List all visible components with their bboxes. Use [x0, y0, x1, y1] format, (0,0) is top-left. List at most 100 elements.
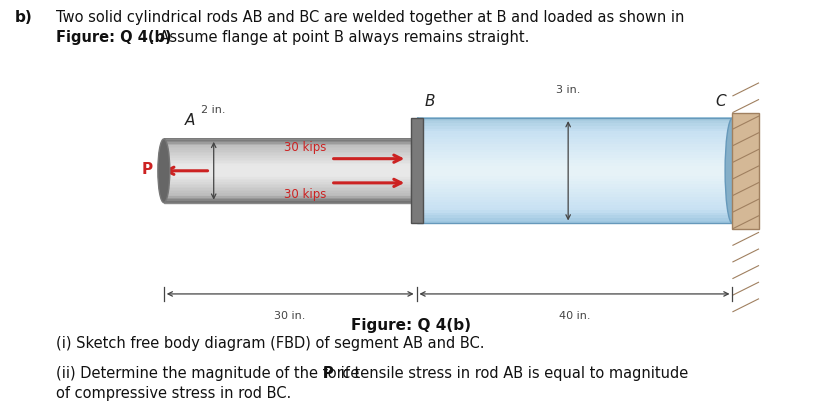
Ellipse shape	[412, 118, 423, 223]
Text: b): b)	[15, 10, 33, 25]
Bar	[416, 180, 732, 184]
Text: 30 kips: 30 kips	[284, 188, 327, 201]
Text: of compressive stress in rod BC.: of compressive stress in rod BC.	[56, 386, 291, 401]
Bar	[164, 149, 410, 152]
Ellipse shape	[158, 139, 170, 203]
Bar	[164, 151, 410, 153]
Text: (ii) Determine the magnitude of the force: (ii) Determine the magnitude of the forc…	[56, 366, 364, 381]
Bar	[164, 189, 410, 191]
Bar	[416, 178, 732, 181]
Bar	[416, 183, 732, 186]
Bar	[416, 160, 732, 163]
Text: 30 in.: 30 in.	[274, 311, 306, 321]
Bar	[416, 165, 732, 168]
Bar	[164, 143, 410, 145]
Bar	[416, 146, 732, 150]
Bar	[416, 204, 732, 208]
Bar	[416, 131, 732, 134]
Bar	[416, 196, 732, 200]
Bar	[164, 148, 410, 150]
Bar	[416, 117, 732, 121]
Text: 3 in.: 3 in.	[556, 85, 580, 95]
Bar	[416, 207, 732, 210]
Bar	[164, 159, 410, 161]
Bar	[732, 113, 759, 229]
Bar	[164, 190, 410, 193]
Bar	[416, 133, 732, 137]
Text: C: C	[715, 94, 726, 109]
Text: 30 kips: 30 kips	[284, 141, 327, 154]
Bar	[416, 188, 732, 192]
Text: . Assume flange at point B always remains straight.: . Assume flange at point B always remain…	[150, 30, 530, 45]
Text: if tensile stress in rod AB is equal to magnitude: if tensile stress in rod AB is equal to …	[336, 366, 688, 381]
Bar	[416, 125, 732, 129]
Bar	[416, 144, 732, 147]
Text: B: B	[424, 94, 435, 109]
Bar	[416, 157, 732, 160]
Text: 40 in.: 40 in.	[559, 311, 590, 321]
Bar	[164, 153, 410, 155]
Bar	[164, 155, 410, 158]
Bar	[416, 118, 732, 223]
Bar	[164, 183, 410, 185]
Bar	[416, 186, 732, 189]
Bar	[164, 140, 410, 142]
Bar	[164, 168, 410, 171]
Bar	[164, 167, 410, 169]
Bar	[164, 154, 410, 156]
Bar	[416, 170, 732, 173]
Bar	[164, 192, 410, 195]
Bar	[416, 212, 732, 215]
Bar	[416, 167, 732, 171]
Bar	[164, 186, 410, 188]
Bar	[164, 138, 410, 140]
Text: Figure: Q 4(b): Figure: Q 4(b)	[351, 318, 470, 333]
Bar	[416, 214, 732, 218]
Text: 2 in.: 2 in.	[201, 105, 226, 116]
Text: P: P	[323, 366, 333, 381]
Bar	[164, 194, 410, 196]
Bar	[164, 141, 410, 144]
Bar	[164, 188, 410, 190]
Bar	[416, 162, 732, 166]
Bar	[416, 138, 732, 142]
Bar	[416, 201, 732, 205]
Bar	[164, 195, 410, 198]
Bar	[164, 162, 410, 164]
Bar	[416, 175, 732, 179]
Bar	[164, 175, 410, 177]
Bar	[416, 217, 732, 221]
Bar	[416, 191, 732, 195]
Bar	[164, 179, 410, 182]
Text: A: A	[186, 113, 195, 128]
Text: (i) Sketch free body diagram (FBD) of segment AB and BC.: (i) Sketch free body diagram (FBD) of se…	[56, 336, 484, 351]
Bar	[164, 164, 410, 166]
Bar	[416, 136, 732, 139]
Ellipse shape	[725, 118, 740, 223]
Bar	[164, 173, 410, 175]
Bar	[164, 178, 410, 180]
Text: P: P	[141, 162, 153, 177]
Bar	[164, 170, 410, 173]
Bar	[416, 149, 732, 152]
Bar	[416, 173, 732, 176]
Bar	[164, 146, 410, 149]
Bar	[164, 200, 410, 203]
Bar	[416, 141, 732, 144]
Bar	[416, 123, 732, 126]
Text: Two solid cylindrical rods AB and BC are welded together at B and loaded as show: Two solid cylindrical rods AB and BC are…	[56, 10, 684, 25]
Bar	[164, 139, 410, 203]
Bar	[416, 154, 732, 158]
Bar	[416, 199, 732, 202]
Bar	[164, 197, 410, 199]
Bar	[416, 194, 732, 197]
Bar	[164, 199, 410, 201]
Bar	[164, 144, 410, 147]
Bar	[416, 220, 732, 223]
Bar	[164, 165, 410, 168]
Bar	[416, 209, 732, 213]
Bar	[164, 181, 410, 184]
Bar	[164, 160, 410, 163]
Bar	[164, 176, 410, 179]
Bar	[416, 151, 732, 155]
